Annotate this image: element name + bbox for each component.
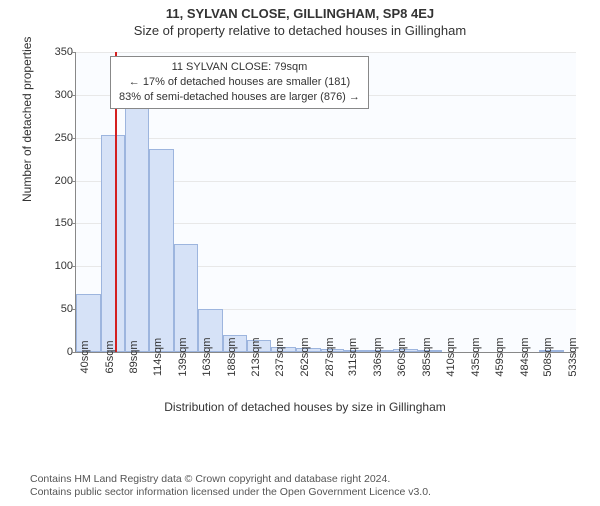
y-tick-mark	[71, 52, 75, 53]
x-tick-label: 484sqm	[519, 337, 531, 376]
footer-line-1: Contains HM Land Registry data © Crown c…	[30, 473, 431, 487]
x-tick-label: 459sqm	[494, 337, 506, 376]
footer-attribution: Contains HM Land Registry data © Crown c…	[30, 473, 431, 500]
y-tick-label: 300	[33, 89, 73, 101]
x-tick-label: 360sqm	[396, 337, 408, 376]
y-tick-mark	[71, 181, 75, 182]
x-tick-label: 533sqm	[567, 337, 579, 376]
y-tick-mark	[71, 309, 75, 310]
x-tick-label: 435sqm	[470, 337, 482, 376]
footer-line-2: Contains public sector information licen…	[30, 486, 431, 500]
histogram-bar	[101, 135, 125, 352]
y-tick-mark	[71, 223, 75, 224]
x-axis-label: Distribution of detached houses by size …	[25, 400, 585, 414]
y-tick-label: 50	[33, 303, 73, 315]
x-tick-label: 213sqm	[250, 337, 262, 376]
histogram-bar	[149, 149, 174, 352]
histogram-bar	[174, 244, 198, 352]
y-tick-label: 0	[33, 346, 73, 358]
info-line-1: 11 SYLVAN CLOSE: 79sqm	[119, 60, 360, 75]
y-axis-label: Number of detached properties	[20, 37, 34, 202]
x-tick-label: 139sqm	[177, 337, 189, 376]
chart-title: 11, SYLVAN CLOSE, GILLINGHAM, SP8 4EJ	[0, 6, 600, 21]
x-tick-label: 89sqm	[128, 340, 140, 373]
x-tick-label: 65sqm	[104, 340, 116, 373]
x-tick-label: 40sqm	[79, 340, 91, 373]
x-tick-label: 385sqm	[421, 337, 433, 376]
chart-subtitle: Size of property relative to detached ho…	[0, 23, 600, 38]
x-tick-label: 163sqm	[201, 337, 213, 376]
x-tick-label: 237sqm	[274, 337, 286, 376]
x-tick-label: 287sqm	[324, 337, 336, 376]
x-tick-label: 410sqm	[445, 337, 457, 376]
chart-area: Number of detached properties 11 SYLVAN …	[25, 42, 585, 402]
info-box: 11 SYLVAN CLOSE: 79sqm ← 17% of detached…	[110, 56, 369, 109]
histogram-bar	[125, 103, 150, 352]
x-tick-label: 311sqm	[347, 338, 359, 376]
y-tick-label: 350	[33, 46, 73, 58]
x-tick-label: 114sqm	[152, 338, 164, 376]
info-line-3: 83% of semi-detached houses are larger (…	[119, 90, 360, 105]
y-tick-mark	[71, 352, 75, 353]
y-tick-label: 250	[33, 132, 73, 144]
x-tick-label: 262sqm	[299, 337, 311, 376]
x-tick-label: 508sqm	[542, 337, 554, 376]
x-tick-label: 188sqm	[226, 337, 238, 376]
gridline	[76, 52, 576, 53]
info-line-2: ← 17% of detached houses are smaller (18…	[119, 75, 360, 90]
plot-area: 11 SYLVAN CLOSE: 79sqm ← 17% of detached…	[75, 52, 576, 353]
gridline	[76, 138, 576, 139]
y-tick-label: 100	[33, 260, 73, 272]
y-tick-mark	[71, 138, 75, 139]
y-tick-label: 200	[33, 175, 73, 187]
y-tick-mark	[71, 266, 75, 267]
y-tick-mark	[71, 95, 75, 96]
y-tick-label: 150	[33, 217, 73, 229]
x-tick-label: 336sqm	[372, 337, 384, 376]
